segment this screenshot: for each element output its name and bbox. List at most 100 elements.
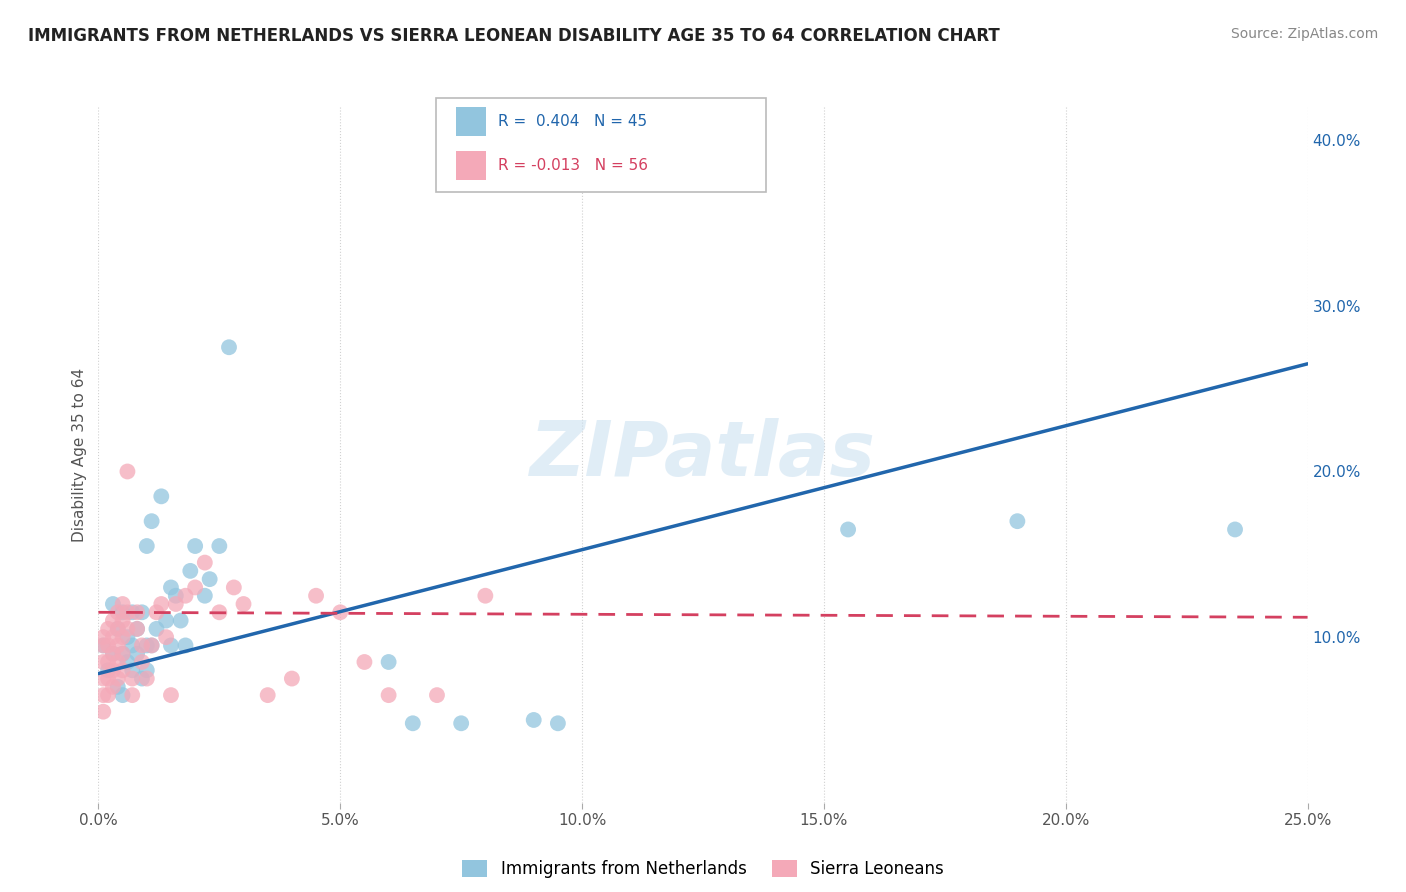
Point	[547, 716, 569, 731]
Point	[155, 614, 177, 628]
Point	[97, 655, 120, 669]
Point	[155, 630, 177, 644]
Point	[117, 605, 139, 619]
Point	[837, 523, 859, 537]
Point	[101, 647, 124, 661]
Point	[97, 663, 120, 677]
Legend: Immigrants from Netherlands, Sierra Leoneans: Immigrants from Netherlands, Sierra Leon…	[456, 854, 950, 885]
Point	[232, 597, 254, 611]
Point	[160, 688, 183, 702]
Point	[474, 589, 496, 603]
Text: ZIPatlas: ZIPatlas	[530, 418, 876, 491]
Point	[117, 630, 139, 644]
Point	[107, 622, 129, 636]
Point	[184, 581, 207, 595]
Point	[127, 622, 149, 636]
Point	[107, 605, 129, 619]
Point	[107, 680, 129, 694]
Point	[1007, 514, 1029, 528]
Point	[150, 489, 173, 503]
Point	[121, 672, 143, 686]
Point	[91, 630, 114, 644]
Point	[97, 622, 120, 636]
Point	[127, 622, 149, 636]
Point	[174, 639, 197, 653]
Point	[101, 614, 124, 628]
Point	[101, 680, 124, 694]
Point	[111, 647, 134, 661]
Point	[165, 597, 187, 611]
Text: Source: ZipAtlas.com: Source: ZipAtlas.com	[1230, 27, 1378, 41]
Point	[198, 572, 221, 586]
Point	[305, 589, 328, 603]
Point	[91, 705, 114, 719]
Point	[111, 614, 134, 628]
Point	[121, 663, 143, 677]
Point	[256, 688, 278, 702]
Point	[101, 597, 124, 611]
Point	[165, 589, 187, 603]
Point	[377, 655, 399, 669]
Point	[145, 605, 167, 619]
Point	[329, 605, 352, 619]
Point	[160, 581, 183, 595]
Point	[150, 597, 173, 611]
Point	[208, 539, 231, 553]
Point	[131, 672, 153, 686]
Point	[91, 639, 114, 653]
Point	[169, 614, 191, 628]
Point	[131, 605, 153, 619]
Point	[101, 647, 124, 661]
Point	[107, 639, 129, 653]
Point	[377, 688, 399, 702]
Point	[111, 647, 134, 661]
Point	[121, 688, 143, 702]
Point	[107, 672, 129, 686]
Point	[101, 630, 124, 644]
Text: IMMIGRANTS FROM NETHERLANDS VS SIERRA LEONEAN DISABILITY AGE 35 TO 64 CORRELATIO: IMMIGRANTS FROM NETHERLANDS VS SIERRA LE…	[28, 27, 1000, 45]
Point	[145, 622, 167, 636]
Point	[179, 564, 201, 578]
Point	[160, 639, 183, 653]
Point	[141, 639, 163, 653]
Point	[111, 605, 134, 619]
Point	[194, 556, 217, 570]
Point	[107, 622, 129, 636]
Point	[135, 639, 157, 653]
Text: R = -0.013   N = 56: R = -0.013 N = 56	[498, 158, 648, 173]
Point	[107, 655, 129, 669]
Point	[1223, 523, 1246, 537]
Point	[121, 639, 143, 653]
Point	[131, 639, 153, 653]
Point	[91, 639, 114, 653]
Point	[97, 688, 120, 702]
Point	[117, 622, 139, 636]
Point	[91, 688, 114, 702]
Point	[117, 465, 139, 479]
Point	[353, 655, 375, 669]
Point	[127, 647, 149, 661]
Point	[111, 630, 134, 644]
Point	[141, 514, 163, 528]
Point	[111, 688, 134, 702]
Point	[281, 672, 304, 686]
Point	[135, 672, 157, 686]
Point	[131, 655, 153, 669]
Point	[141, 639, 163, 653]
Point	[97, 672, 120, 686]
Point	[426, 688, 449, 702]
Text: R =  0.404   N = 45: R = 0.404 N = 45	[498, 114, 647, 129]
Point	[111, 663, 134, 677]
Point	[194, 589, 217, 603]
Point	[91, 655, 114, 669]
Point	[208, 605, 231, 619]
Point	[127, 605, 149, 619]
Point	[402, 716, 425, 731]
Point	[135, 539, 157, 553]
Point	[174, 589, 197, 603]
Point	[450, 716, 472, 731]
Point	[121, 605, 143, 619]
Point	[222, 581, 245, 595]
Point	[117, 655, 139, 669]
Point	[523, 713, 546, 727]
